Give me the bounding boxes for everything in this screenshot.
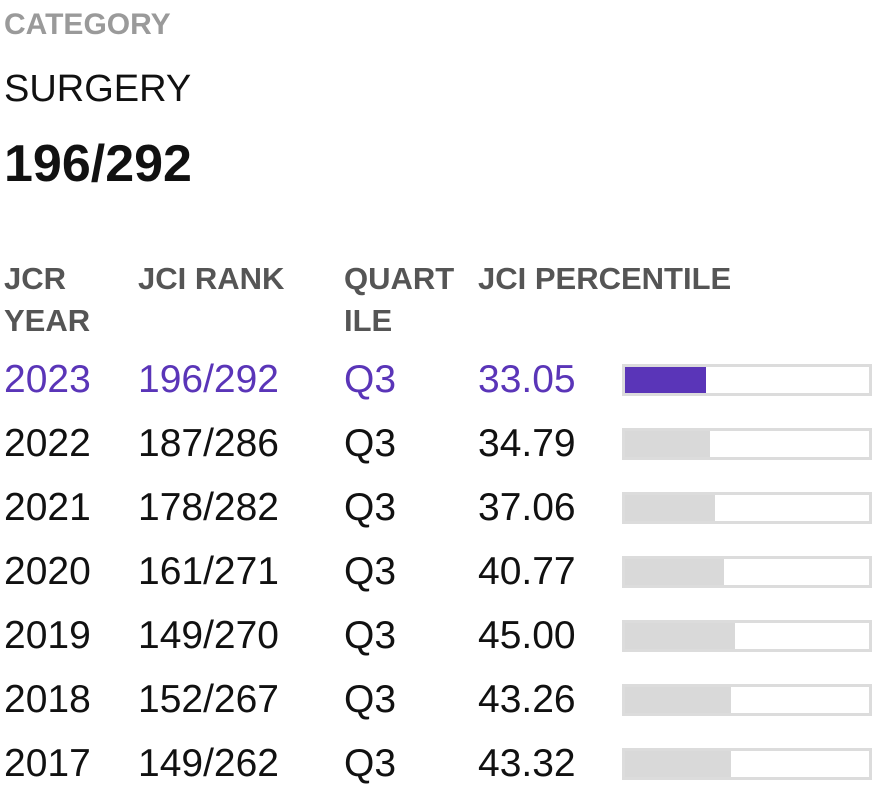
table-cell: 196/292 [138, 358, 279, 401]
table-cell: Q3 [344, 614, 397, 657]
table-cell: Q3 [344, 358, 397, 401]
table-row: 2021 178/282 Q3 37.06 [4, 476, 872, 540]
table-header: JCR YEAR JCI RANK QUARTILE JCI PERCENTILE [4, 258, 872, 342]
table-cell: 45.00 [478, 614, 576, 657]
table-row: 2017 149/262 Q3 43.32 [4, 732, 872, 796]
percentile-bar [625, 431, 710, 457]
percentile-bar [625, 623, 735, 649]
percentile-track [622, 620, 872, 652]
percentile-bar [625, 367, 706, 393]
percentile-track [622, 556, 872, 588]
table-cell: 161/271 [138, 550, 279, 593]
table-row: 2019 149/270 Q3 45.00 [4, 604, 872, 668]
table-row: 2022 187/286 Q3 34.79 [4, 412, 872, 476]
table-cell: Q3 [344, 742, 397, 785]
table-cell: 43.26 [478, 678, 576, 721]
table-cell: 33.05 [478, 358, 576, 401]
column-header: JCR YEAR [4, 261, 91, 338]
column-header: QUARTILE [344, 261, 455, 338]
table-cell: 152/267 [138, 678, 279, 721]
table-cell: 37.06 [478, 486, 576, 529]
table-row: 2020 161/271 Q3 40.77 [4, 540, 872, 604]
percentile-track [622, 428, 872, 460]
table-cell: 2022 [4, 422, 91, 465]
table-row: 2018 152/267 Q3 43.26 [4, 668, 872, 732]
percentile-track [622, 492, 872, 524]
category-label: CATEGORY [4, 8, 171, 41]
percentile-bar [625, 559, 725, 585]
category-rank: 196/292 [4, 135, 192, 193]
table-cell: 34.79 [478, 422, 576, 465]
table-cell: 178/282 [138, 486, 279, 529]
table-cell: 2017 [4, 742, 91, 785]
percentile-track [622, 684, 872, 716]
column-header: JCI RANK [138, 261, 285, 296]
percentile-bar [625, 751, 731, 777]
table-cell: Q3 [344, 422, 397, 465]
table-cell: Q3 [344, 486, 397, 529]
column-header: JCI PERCENTILE [478, 261, 732, 296]
table-cell: 2023 [4, 358, 91, 401]
table-cell: 2020 [4, 550, 91, 593]
percentile-track [622, 748, 872, 780]
percentile-bar [625, 495, 716, 521]
category-name: SURGERY [4, 68, 192, 110]
table-row: 2023 196/292 Q3 33.05 [4, 348, 872, 412]
table-cell: 43.32 [478, 742, 576, 785]
table-cell: 2021 [4, 486, 91, 529]
table-cell: 149/262 [138, 742, 279, 785]
table-cell: 2018 [4, 678, 91, 721]
table-cell: 2019 [4, 614, 91, 657]
table-cell: 187/286 [138, 422, 279, 465]
table-cell: Q3 [344, 678, 397, 721]
table-cell: 149/270 [138, 614, 279, 657]
table-cell: Q3 [344, 550, 397, 593]
table-cell: 40.77 [478, 550, 576, 593]
percentile-track [622, 364, 872, 396]
percentile-bar [625, 687, 731, 713]
